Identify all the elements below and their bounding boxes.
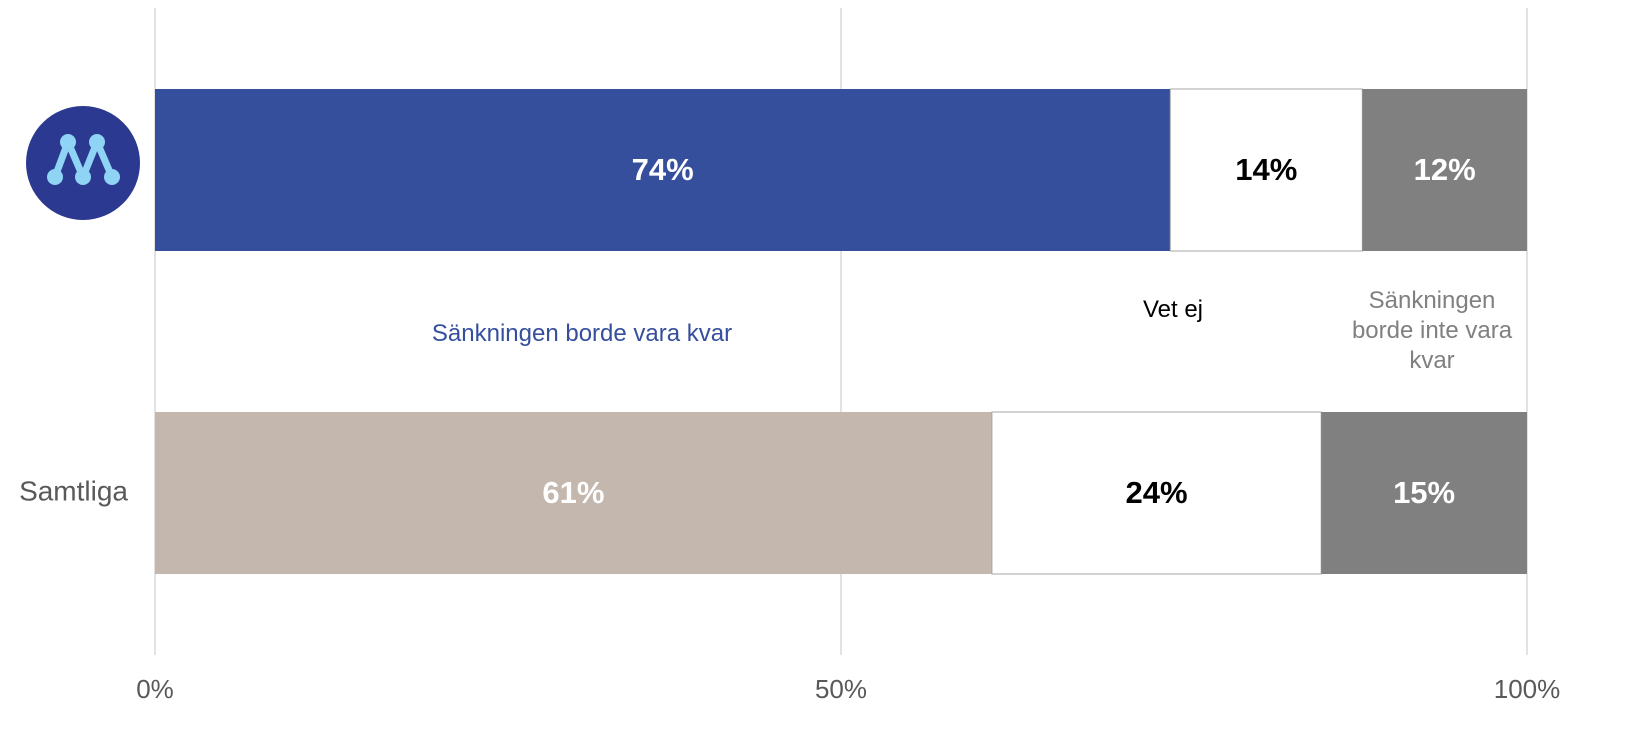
bar-segment [1321,412,1527,574]
y-tick-label: Samtliga [19,475,128,506]
data-label: 15% [1393,475,1455,510]
bar-segment [155,89,1171,251]
data-label: 14% [1235,152,1297,187]
data-label: 74% [632,152,694,187]
legend-label: Sänkningen borde vara kvar [431,320,733,347]
data-label: 12% [1414,152,1476,187]
bar-segment [155,412,992,574]
x-tick-label: 50% [815,674,867,704]
bar-segment [1169,88,1363,252]
data-label: 61% [542,475,604,510]
x-tick-label: 0% [136,674,174,704]
x-tick-label: 100% [1494,674,1561,704]
data-label: 24% [1126,475,1188,510]
legend-label: Vet ej [1142,296,1204,323]
legend-label: Sänkningen borde inte vara kvar [1351,287,1513,374]
party-logo [26,106,140,220]
bar-segment [1362,89,1527,251]
bar-segment [991,411,1322,575]
